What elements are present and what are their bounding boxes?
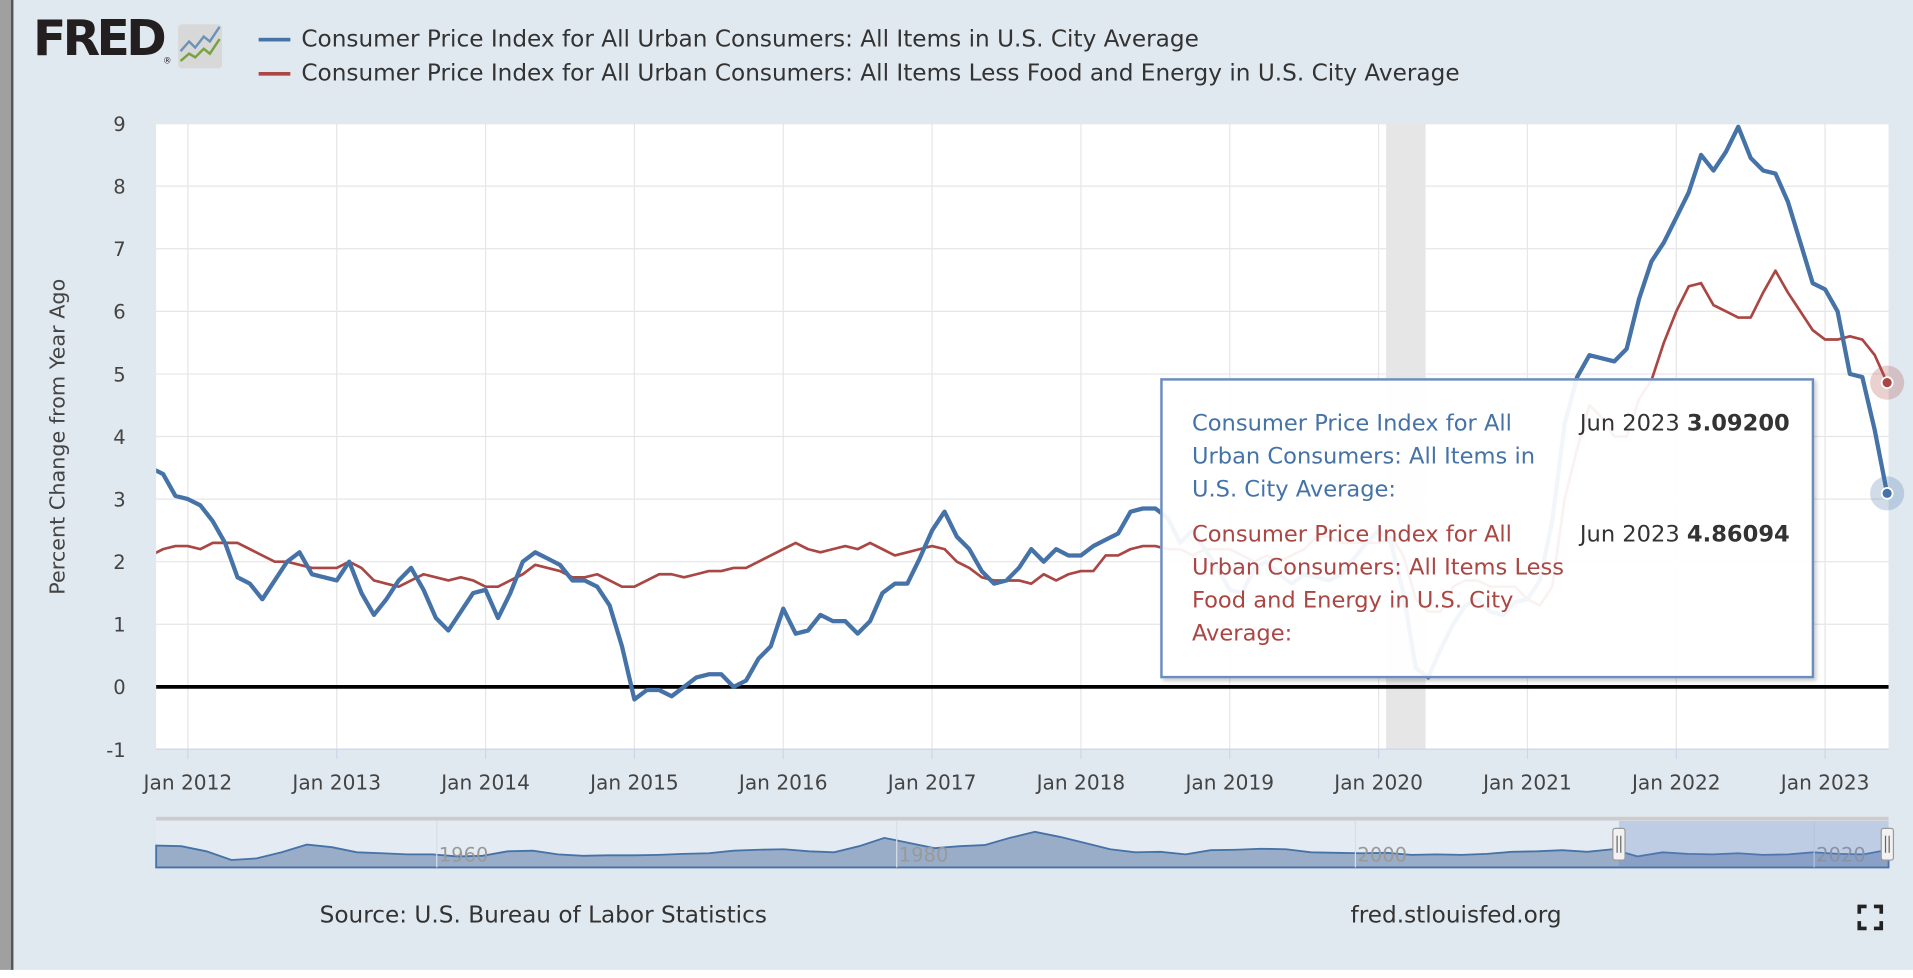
legend-label: Consumer Price Index for All Urban Consu… [301,59,1460,87]
navigator-selected-range [1618,821,1889,868]
x-tick-label: Jan 2017 [886,770,977,794]
tooltip-series-name: Consumer Price Index for All Urban Consu… [1191,522,1565,647]
x-tick-label: Jan 2016 [737,770,828,794]
navigator-label: 2000 [1357,843,1407,866]
x-tick-label: Jan 2012 [142,770,233,794]
x-tick-label: Jan 2013 [290,770,381,794]
legend-item-all-items[interactable]: Consumer Price Index for All Urban Consu… [258,22,1460,56]
tooltip-number: 3.09200 [1686,411,1790,437]
tooltip-date: Jun 2023 [1579,411,1680,437]
y-tick-label: 3 [113,488,125,511]
y-axis-title: Percent Change from Year Ago [46,278,71,595]
tooltip-date: Jun 2023 [1579,522,1680,548]
navigator-series [155,830,1890,869]
y-tick-label: 1 [113,614,125,637]
legend-swatch-blue [258,37,291,41]
x-tick-label: Jan 2023 [1779,770,1870,794]
x-tick-label: Jan 2019 [1183,770,1274,794]
tooltip-value: Jun 2023 4.86094 [1580,519,1790,651]
tooltip-row-core: Consumer Price Index for All Urban Consu… [1192,519,1790,651]
y-tick-label: 2 [113,551,125,574]
y-tick-label: 4 [113,426,125,449]
fullscreen-icon[interactable] [1857,904,1884,931]
bottom-edge [0,969,1913,978]
tooltip-value: Jun 2023 3.09200 [1580,407,1790,506]
fred-logo[interactable]: FRED ® [33,15,223,71]
x-tick-label: Jan 2021 [1481,770,1572,794]
window-edge [0,0,14,978]
line-chart-icon [177,24,222,69]
navigator-label: 1960 [439,843,489,866]
x-tick-label: Jan 2014 [439,770,530,794]
tooltip-number: 4.86094 [1686,522,1790,548]
y-tick-label: 0 [113,676,125,699]
x-tick-label: Jan 2018 [1035,770,1126,794]
site-link[interactable]: fred.stlouisfed.org [1350,901,1562,929]
navigator-label: 2020 [1816,843,1866,866]
registered-mark: ® [163,56,172,66]
series-line-all-items [156,124,1890,702]
data-point-marker [1880,486,1894,500]
x-tick-label: Jan 2022 [1630,770,1721,794]
legend-swatch-red [258,71,291,76]
chart-legend: Consumer Price Index for All Urban Consu… [258,22,1460,90]
navigator-handle[interactable] [1612,827,1626,861]
y-tick-label: 8 [113,175,125,198]
tooltip-series-name: Consumer Price Index for All Urban Consu… [1191,411,1536,503]
navigator-handle[interactable] [1880,827,1895,861]
x-tick-label: Jan 2020 [1332,770,1423,794]
navigator-label: 1980 [899,843,949,866]
y-tick-label: 5 [113,363,125,386]
legend-item-core[interactable]: Consumer Price Index for All Urban Consu… [258,56,1460,90]
fred-logo-text: FRED [32,10,167,68]
tooltip-row-all-items: Consumer Price Index for All Urban Consu… [1192,407,1790,506]
data-point-marker [1880,376,1894,390]
legend-label: Consumer Price Index for All Urban Consu… [301,25,1199,53]
y-tick-label: 9 [113,113,125,136]
y-tick-label: -1 [106,739,125,762]
y-tick-label: 6 [113,301,125,324]
chart-tooltip: Consumer Price Index for All Urban Consu… [1160,378,1815,679]
x-tick-label: Jan 2015 [588,770,679,794]
y-tick-label: 7 [113,238,125,261]
source-text: Source: U.S. Bureau of Labor Statistics [319,901,767,929]
